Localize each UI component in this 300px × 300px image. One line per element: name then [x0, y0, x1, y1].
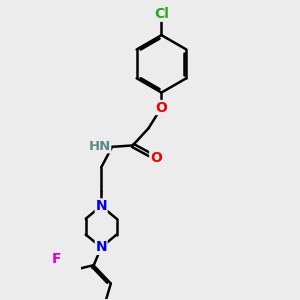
- Text: N: N: [95, 240, 107, 254]
- Text: O: O: [155, 100, 167, 115]
- Text: O: O: [150, 151, 162, 165]
- Text: HN: HN: [88, 140, 111, 153]
- Text: N: N: [95, 199, 107, 213]
- Text: Cl: Cl: [154, 7, 169, 21]
- Text: F: F: [52, 252, 61, 266]
